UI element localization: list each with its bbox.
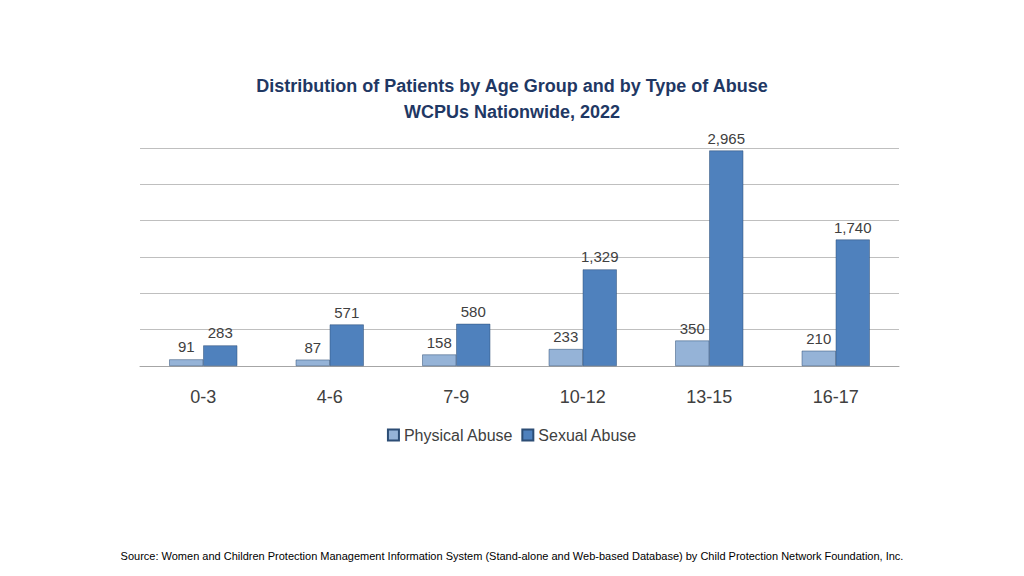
svg-text:1,740: 1,740 [834,219,872,236]
svg-text:13-15: 13-15 [686,387,732,407]
svg-text:10-12: 10-12 [560,387,606,407]
svg-text:Source: Women and Children Pro: Source: Women and Children Protection Ma… [121,550,904,562]
svg-text:0-3: 0-3 [190,387,216,407]
svg-text:350: 350 [680,320,705,337]
svg-text:7-9: 7-9 [443,387,469,407]
svg-text:571: 571 [334,304,359,321]
svg-text:87: 87 [304,339,321,356]
svg-text:1,329: 1,329 [581,248,619,265]
svg-text:16-17: 16-17 [813,387,859,407]
svg-text:Distribution of Patients by Ag: Distribution of Patients by Age Group an… [256,76,767,96]
svg-text:WCPUs Nationwide, 2022: WCPUs Nationwide, 2022 [404,102,620,122]
svg-text:Sexual Abuse: Sexual Abuse [538,427,636,444]
svg-text:2,965: 2,965 [707,130,745,147]
svg-text:283: 283 [208,324,233,341]
svg-text:580: 580 [461,303,486,320]
svg-text:Physical Abuse: Physical Abuse [404,427,513,444]
svg-text:4-6: 4-6 [317,387,343,407]
svg-text:233: 233 [553,328,578,345]
svg-text:158: 158 [427,334,452,351]
svg-text:210: 210 [806,330,831,347]
svg-text:91: 91 [178,338,195,355]
